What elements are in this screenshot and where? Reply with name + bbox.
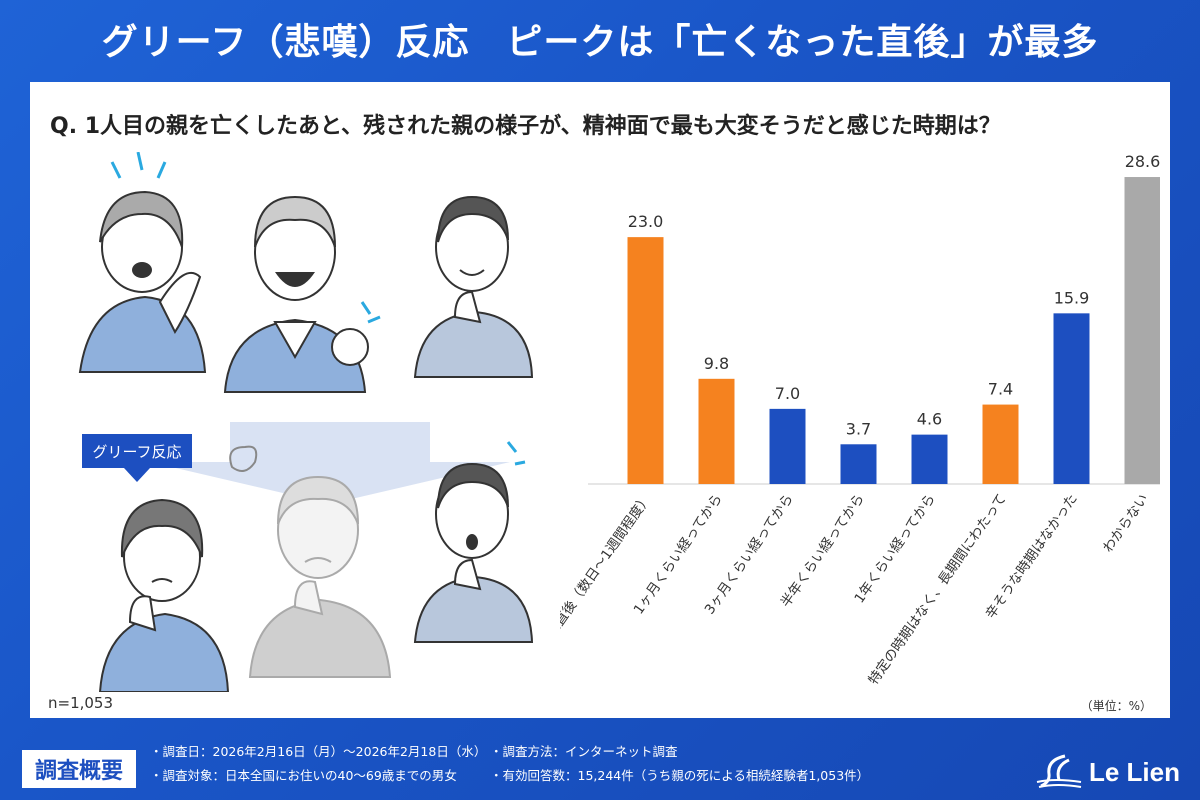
survey-overview-badge: 調査概要	[22, 750, 136, 788]
value-label-4: 4.6	[917, 410, 942, 429]
illustration	[78, 152, 534, 692]
bar-3	[840, 444, 877, 484]
bar-5	[982, 404, 1019, 484]
logo-mark-icon	[1036, 754, 1082, 788]
happy-old-man-icon	[223, 195, 381, 393]
bar-6	[1053, 313, 1090, 484]
question-text: Q. 1人目の親を亡くしたあと、残された親の様子が、精神面で最も大変そうだと感じ…	[50, 114, 1001, 139]
survey-date: ・調査日：2026年2月16日（月）～2026年2月18日（水）	[150, 744, 487, 759]
value-label-6: 15.9	[1054, 288, 1090, 307]
unit-label: （単位：%）	[1080, 699, 1152, 713]
value-label-7: 28.6	[1125, 152, 1160, 171]
worried-woman-icon	[98, 498, 230, 692]
surprised-man-icon	[413, 441, 534, 643]
value-label-2: 7.0	[775, 384, 800, 403]
page-title: グリーフ（悲嘆）反応 ピークは「亡くなった直後」が最多	[101, 22, 1099, 63]
happy-woman-icon	[78, 152, 207, 373]
bar-2	[769, 408, 806, 484]
bar-7	[1124, 177, 1160, 484]
value-label-0: 23.0	[628, 212, 664, 231]
category-label-5: 特定の時期はなく、長期間にわたって	[865, 491, 1009, 688]
bar-0	[627, 237, 664, 484]
content-panel: Q. 1人目の親を亡くしたあと、残された親の様子が、精神面で最も大変そうだと感じ…	[30, 82, 1170, 718]
footer-right: ・調査方法：インターネット調査 ・有効回答数：15,244件（うち親の死による相…	[490, 740, 869, 788]
valid-responses: ・有効回答数：15,244件（うち親の死による相続経験者1,053件）	[490, 768, 870, 783]
value-label-5: 7.4	[988, 380, 1013, 399]
value-label-3: 3.7	[846, 419, 871, 438]
category-label-4: 1年くらい経ってから	[851, 491, 938, 606]
logo-text: Le Lien	[1088, 756, 1180, 787]
survey-method: ・調査方法：インターネット調査	[490, 744, 678, 759]
bar-1	[698, 378, 735, 484]
value-label-1: 9.8	[704, 354, 729, 373]
bar-4	[911, 434, 948, 484]
bar-chart: 23.0亡くなった直後（数日～1週間程度）9.81ヶ月くらい経ってから7.03ヶ…	[560, 152, 1160, 688]
grief-reaction-tag: グリーフ反応	[82, 434, 192, 482]
survey-target: ・調査対象：日本全国にお住いの40～69歳までの男女	[150, 768, 457, 783]
sad-old-man-icon	[229, 445, 392, 678]
title-bar: グリーフ（悲嘆）反応 ピークは「亡くなった直後」が最多	[0, 0, 1200, 78]
footer: 調査概要 ・調査日：2026年2月16日（月）～2026年2月18日（水） ・調…	[0, 728, 1200, 800]
logo: Le Lien	[1035, 752, 1180, 792]
category-label-7: わからない	[1100, 491, 1152, 555]
happy-man-icon	[413, 195, 534, 378]
category-label-0: 亡くなった直後（数日～1週間程度）	[560, 491, 655, 684]
sample-size: n=1,053	[48, 694, 114, 712]
footer-left: ・調査日：2026年2月16日（月）～2026年2月18日（水） ・調査対象：日…	[150, 740, 486, 788]
